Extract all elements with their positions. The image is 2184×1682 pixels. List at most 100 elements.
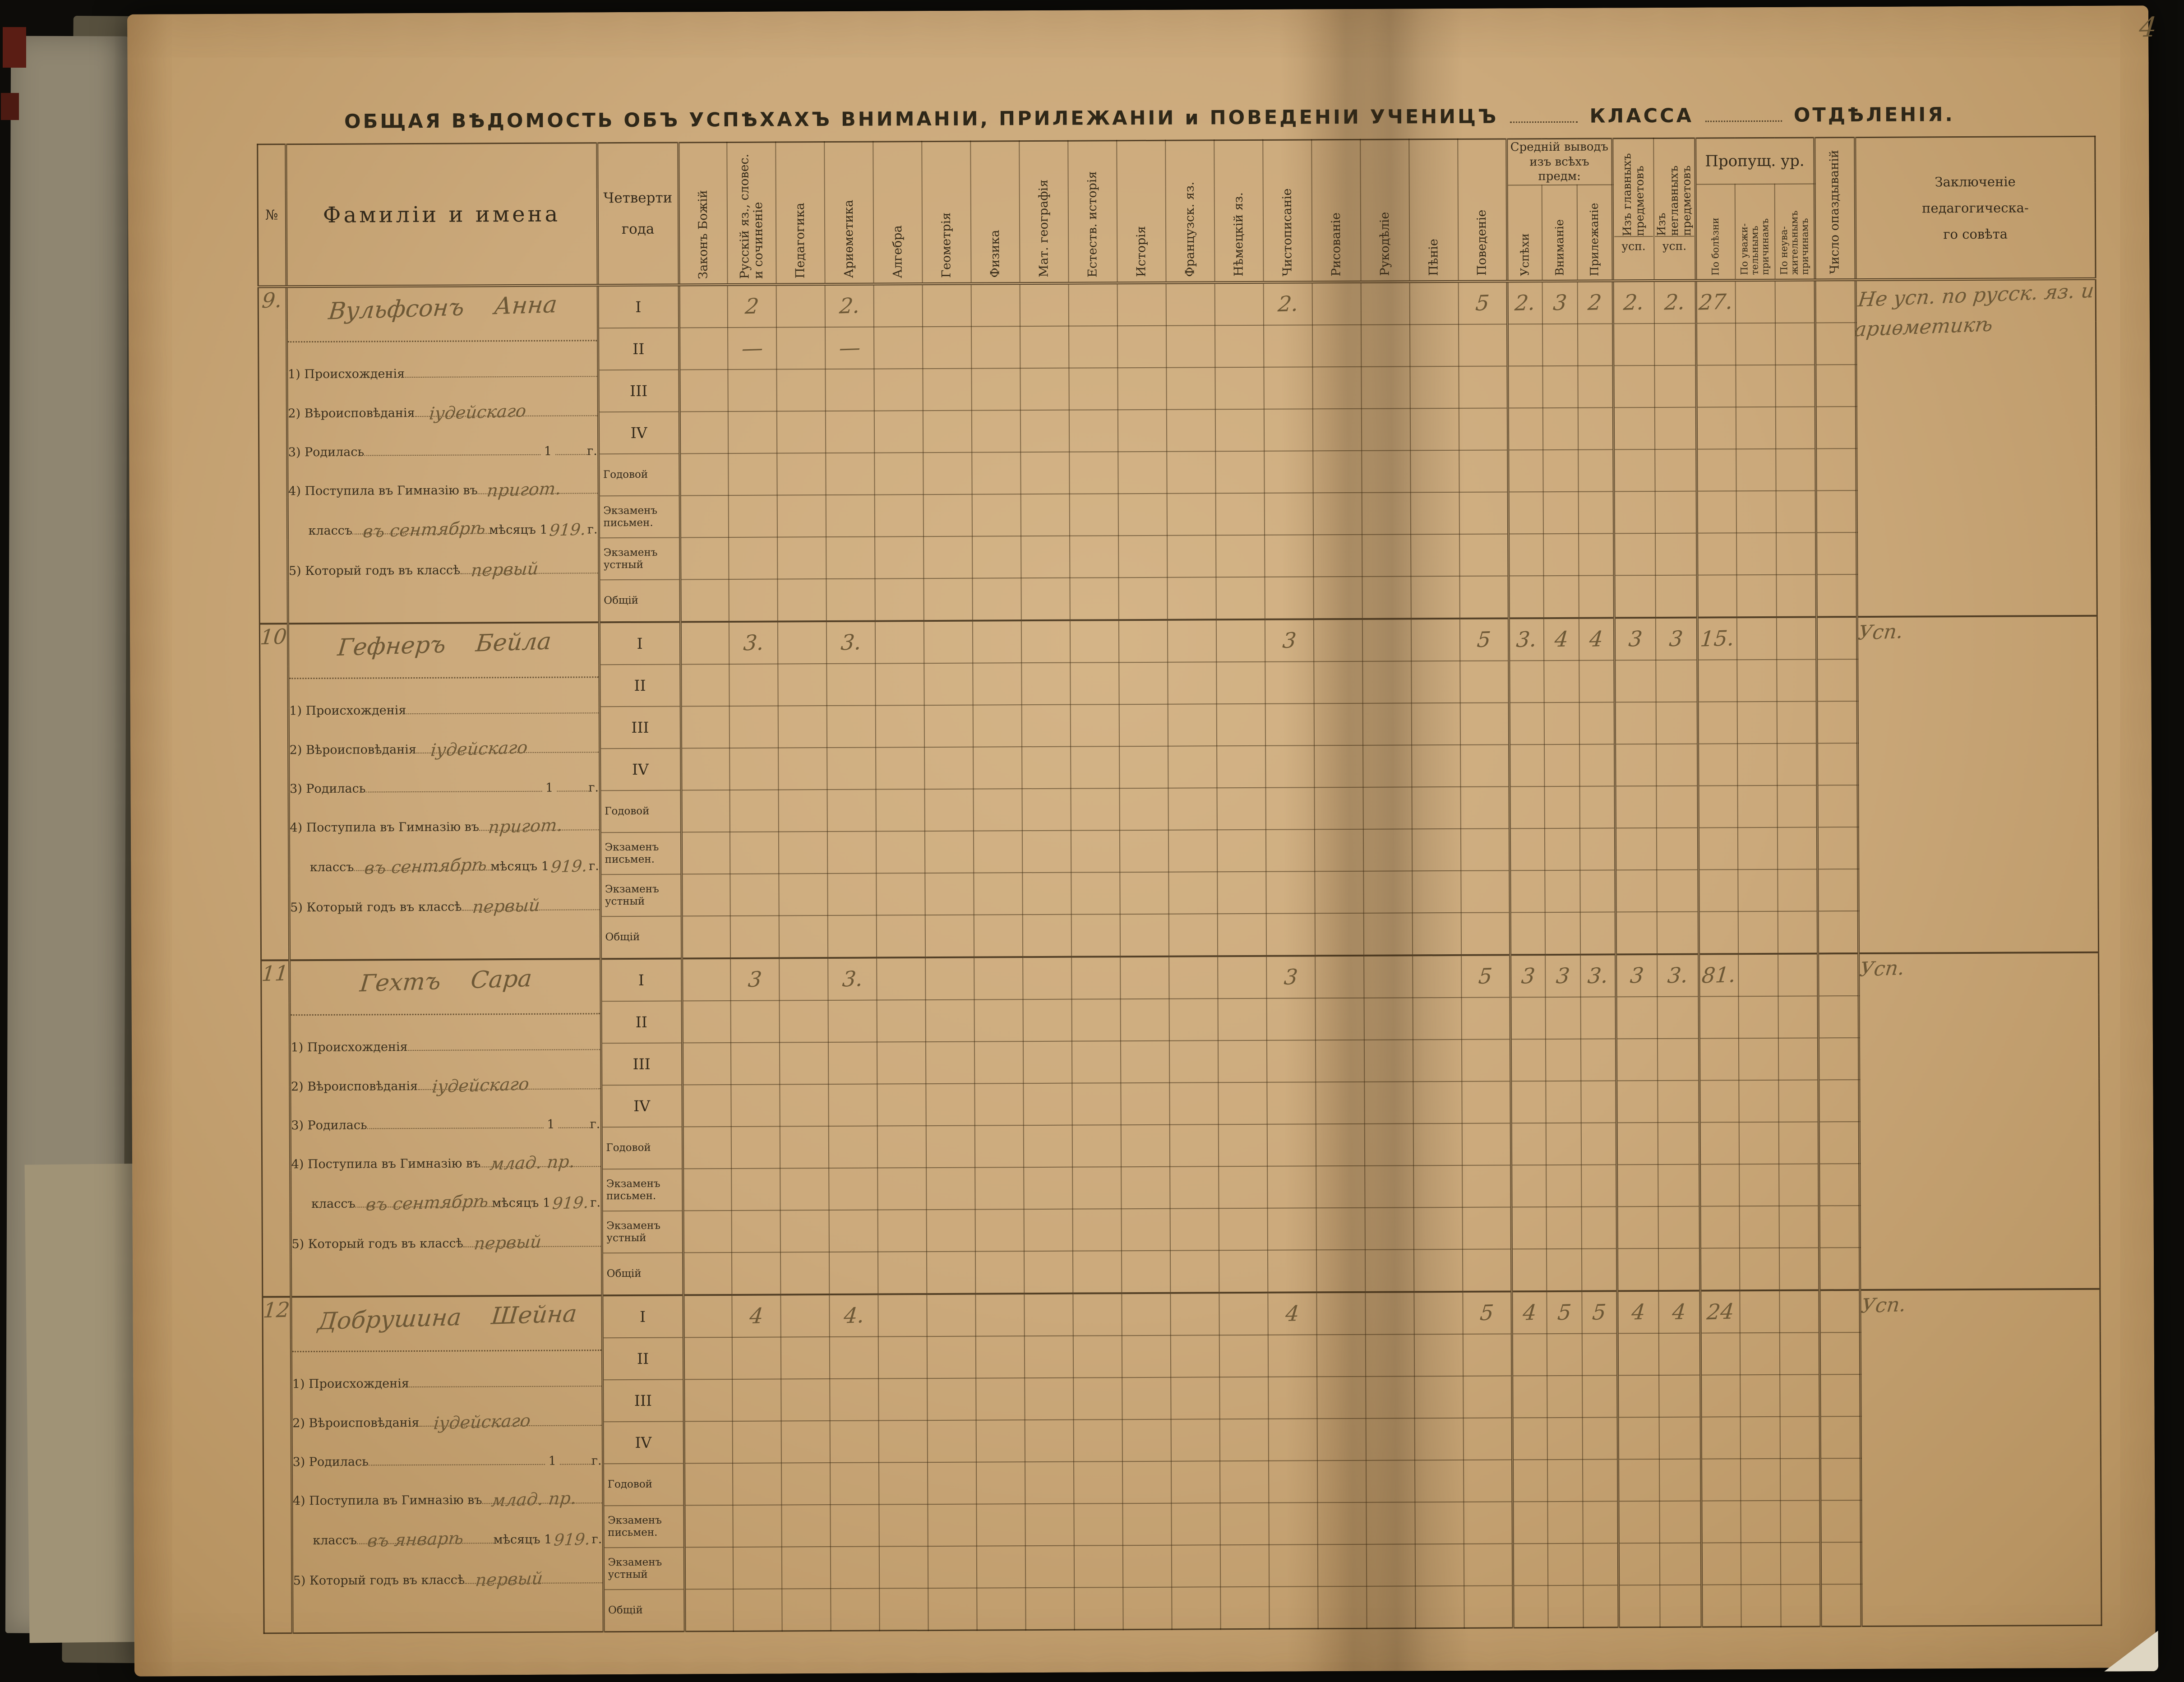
grade-cell-history — [1122, 1503, 1172, 1546]
grade-cell-main: 3 — [1616, 954, 1658, 997]
grade-cell-estestv — [1071, 1041, 1121, 1083]
grade-cell-lateness — [1819, 1332, 1861, 1375]
grade-cell-german — [1220, 1586, 1270, 1629]
grade-cell-conduct — [1459, 450, 1508, 492]
grade-cell-physics — [971, 283, 1020, 327]
grade-cell-needlework — [1361, 324, 1410, 367]
grade-cell-arithmetic: 3. — [828, 957, 877, 1001]
grade-cell-algebra — [877, 957, 926, 1000]
grade-cell-matgeo — [1024, 1293, 1073, 1336]
grade-cell-matgeo — [1024, 1251, 1073, 1294]
grade-cell-french — [1170, 1293, 1219, 1335]
grade-cell-needlework — [1362, 576, 1411, 619]
grade-cell-russian — [730, 790, 779, 832]
grade-cell-geometry — [925, 999, 974, 1042]
grade-cell-singing — [1410, 492, 1460, 535]
grade-cell-progress — [1507, 408, 1543, 450]
grade-cell-pedagogika — [779, 1000, 828, 1043]
grade-cell-german — [1216, 535, 1265, 578]
grade-cell-french — [1171, 1419, 1220, 1461]
grade-cell-conduct — [1460, 828, 1510, 871]
grade-cell-missed_unexcused — [1775, 365, 1815, 407]
grade-cell-matgeo — [1020, 283, 1069, 327]
grade-cell-needlework — [1365, 1334, 1415, 1377]
grade-cell-missed_excused — [1738, 953, 1778, 997]
grade-cell-needlework — [1361, 366, 1410, 409]
grade-cell-progress — [1512, 1376, 1547, 1418]
grade-cell-singing — [1412, 744, 1461, 787]
grade-cell-conduct — [1459, 408, 1508, 450]
grade-cell-progress — [1513, 1585, 1548, 1628]
col-group-missed-lessons: Пропущ. ур. — [1695, 137, 1815, 185]
grade-cell-main — [1613, 449, 1655, 492]
grade-cell-missed_unexcused — [1775, 407, 1816, 449]
grade-cell-progress — [1511, 1165, 1547, 1207]
grade-cell-history — [1117, 367, 1167, 410]
grade-cell-german — [1219, 1377, 1269, 1419]
grade-cell-physics — [976, 1378, 1025, 1420]
grade-cell-physics — [972, 452, 1021, 494]
grade-cell-main — [1614, 575, 1656, 618]
grade-cell-missed_unexcused — [1778, 953, 1818, 996]
grade-cell-physics — [976, 1420, 1025, 1462]
grade-cell-algebra — [878, 1420, 928, 1463]
grade-cell-french — [1166, 282, 1215, 326]
grade-cell-missed_illness — [1700, 1417, 1741, 1459]
grade-cell-russian — [733, 1463, 782, 1505]
grade-cell-russian — [728, 495, 778, 537]
grade-cell-zakon — [683, 1379, 733, 1422]
grade-cell-needlework — [1364, 998, 1413, 1040]
grade-cell-lateness — [1820, 1584, 1861, 1627]
quarter-label: III — [602, 1379, 684, 1422]
grade-cell-main — [1618, 1585, 1660, 1627]
grade-cell-drawing — [1313, 619, 1363, 662]
ledger-sheet: ОБЩАЯ ВѢДОМОСТЬ ОБЪ УСПѢХАХЪ ВНИМАНІИ, П… — [127, 5, 2156, 1677]
grade-cell-matgeo — [1022, 746, 1071, 789]
grade-cell-missed_excused — [1739, 1122, 1779, 1164]
grade-cell-singing — [1410, 408, 1459, 451]
grade-cell-russian — [733, 1505, 782, 1547]
grade-cell-german — [1217, 913, 1267, 957]
grade-cell-needlework — [1363, 913, 1413, 956]
col-header-quarters: Четверти года — [597, 142, 679, 286]
grade-cell-penmanship — [1267, 1166, 1316, 1208]
grade-cell-french — [1166, 367, 1215, 410]
grade-cell-physics — [972, 494, 1021, 536]
grade-cell-physics — [974, 957, 1023, 1000]
grade-cell-french — [1166, 325, 1215, 368]
grade-cell-singing — [1413, 1165, 1463, 1208]
quarter-label: IV — [598, 411, 680, 454]
col-header-needlework: Рукодѣліе — [1360, 139, 1410, 282]
grade-cell-singing — [1411, 618, 1460, 661]
grade-cell-estestv — [1074, 1461, 1123, 1504]
grade-cell-physics — [971, 326, 1020, 369]
grade-cell-geometry — [928, 1462, 977, 1505]
grade-cell-diligence: 4 — [1579, 618, 1615, 661]
col-header-lateness: Число опаздываній — [1814, 137, 1856, 280]
grade-cell-penmanship — [1269, 1544, 1318, 1587]
grade-cell-conduct — [1463, 1249, 1512, 1292]
grade-cell-history — [1122, 1545, 1172, 1588]
grade-cell-arithmetic — [827, 705, 876, 748]
grade-cell-penmanship — [1265, 787, 1315, 830]
grade-cell-physics — [975, 1294, 1025, 1336]
student-12-row-1: 12 Добрушина Шейна 1) Происхожденія 2) В… — [262, 1289, 2101, 1634]
grade-cell-diligence — [1583, 1543, 1619, 1585]
grade-cell-german — [1219, 1208, 1268, 1251]
grade-cell-pedagogika — [777, 621, 827, 664]
grade-cell-pedagogika — [776, 369, 826, 411]
grade-cell-geometry — [924, 663, 973, 706]
grade-cell-pedagogika — [780, 1168, 829, 1211]
quarter-label: Экзаменъ письмен. — [601, 1169, 683, 1211]
grade-cell-estestv — [1070, 578, 1119, 620]
grade-cell-penmanship — [1264, 409, 1313, 451]
grade-cell-missed_unexcused — [1777, 785, 1817, 827]
grade-cell-missed_excused — [1736, 365, 1776, 407]
grade-cell-diligence — [1578, 323, 1613, 366]
col-header-conclusion: Заключеніе педагогическа- го совѣта — [1855, 136, 2096, 280]
quarter-label: Общій — [599, 579, 680, 623]
grade-cell-conduct: 5 — [1463, 1291, 1512, 1334]
grade-cell-missed_illness — [1696, 491, 1737, 533]
quarter-label: III — [599, 706, 681, 749]
grade-cell-geometry — [924, 705, 974, 748]
